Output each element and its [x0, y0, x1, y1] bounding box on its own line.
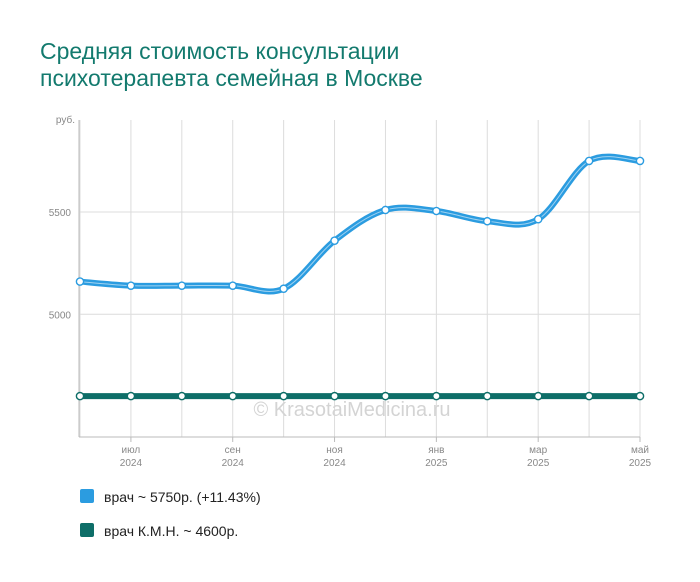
data-point [432, 391, 441, 401]
line-chart: 5000 5500 руб. июл 2024 сен 2024 ноя 2024 янв 2025… [49, 114, 652, 469]
x-tick-label-month: ноя [326, 445, 343, 456]
y-tick-label: 5500 [49, 208, 72, 219]
x-tick-label-year: 2025 [527, 458, 550, 469]
data-point [381, 391, 390, 401]
data-point [533, 391, 543, 401]
data-point [635, 156, 645, 166]
chart-title-line-1: Средняя стоимость консультации [40, 38, 400, 64]
data-point [126, 281, 136, 290]
data-point [432, 206, 441, 216]
data-point [177, 281, 187, 290]
chart-title-line-2: психотерапевта семейная в Москве [40, 65, 423, 91]
legend-label-doctor: врач ~ 5750р. (+11.43%) [104, 489, 261, 505]
series-line-0 [77, 153, 643, 295]
data-point [279, 391, 288, 401]
data-point [381, 205, 390, 215]
x-tick-label-year: 2025 [425, 458, 448, 469]
data-point [228, 281, 238, 290]
x-tick-label-month: июл [122, 445, 141, 456]
data-point [279, 284, 288, 294]
data-point [228, 391, 238, 401]
data-point [635, 391, 645, 401]
legend-label-doctor-kmn: врач К.М.Н. ~ 4600р. [104, 523, 239, 539]
x-tick-label-month: янв [428, 445, 444, 456]
x-tick-label-month: сен [225, 445, 241, 456]
data-point [584, 156, 594, 166]
data-point [75, 391, 85, 401]
x-tick-label-year: 2025 [629, 458, 652, 469]
data-point [584, 391, 594, 401]
data-point [126, 391, 136, 401]
chart-title: Средняя стоимость консультации психотера… [40, 38, 660, 92]
data-point [330, 391, 339, 401]
data-point [482, 216, 492, 226]
data-point [75, 277, 85, 286]
data-point [177, 391, 187, 401]
x-tick-label-year: 2024 [323, 458, 346, 469]
y-tick-label: 5000 [49, 310, 72, 321]
legend-swatch-doctor [80, 489, 94, 503]
x-tick-label-month: мар [529, 445, 547, 456]
legend-swatch-doctor-kmn [80, 523, 94, 537]
y-unit-label: руб. [56, 114, 75, 126]
data-point [330, 236, 339, 245]
data-point [533, 214, 543, 224]
x-tick-label-year: 2024 [120, 458, 143, 469]
watermark: © KrasotaiMedicina.ru [253, 399, 450, 421]
data-point [482, 391, 492, 401]
x-tick-label-year: 2024 [222, 458, 245, 469]
x-tick-label-month: май [631, 445, 649, 456]
